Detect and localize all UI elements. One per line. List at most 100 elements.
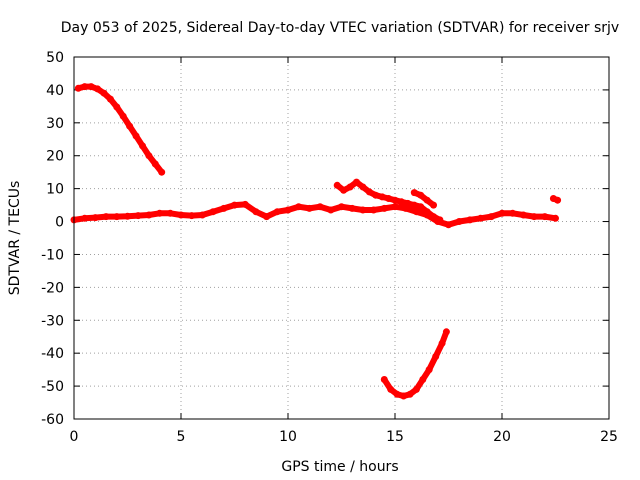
data-point (209, 208, 217, 216)
y-tick-label: 50 (46, 50, 64, 66)
data-point (102, 213, 110, 221)
data-point (380, 204, 388, 212)
data-point (487, 213, 495, 221)
y-tick-label: 20 (46, 149, 64, 165)
x-tick-label: 0 (70, 429, 79, 445)
data-point (333, 181, 341, 189)
data-point (455, 218, 463, 225)
data-point (145, 152, 153, 160)
data-point (404, 199, 412, 207)
series-arc-decreasing-early (75, 83, 165, 176)
x-tick-label: 10 (279, 429, 297, 445)
data-point (554, 196, 562, 204)
data-point (387, 385, 395, 393)
y-tick-label: -20 (41, 280, 64, 296)
y-tick-label: -10 (41, 247, 64, 263)
data-point (126, 122, 134, 130)
data-point (393, 390, 401, 398)
plot-frame (73, 56, 610, 420)
data-point (436, 216, 444, 224)
data-point (519, 211, 527, 219)
y-tick-label: -30 (41, 313, 64, 329)
data-point (477, 214, 485, 222)
data-point (400, 392, 408, 400)
data-point (158, 168, 166, 176)
data-point (530, 213, 538, 221)
data-point (370, 206, 378, 214)
data-point (365, 188, 373, 196)
data-point (305, 204, 313, 212)
data-point (151, 160, 159, 168)
data-point (412, 208, 420, 216)
data-point (220, 204, 228, 212)
data-point (263, 213, 271, 221)
data-point (406, 390, 414, 398)
data-point (430, 213, 437, 221)
y-tick-label: -50 (41, 379, 64, 395)
data-point (425, 366, 433, 374)
data-point (113, 103, 121, 111)
y-axis-label: SDTVAR / TECUs (7, 181, 23, 296)
data-point (177, 211, 185, 219)
data-point (119, 112, 127, 120)
y-tick-label: 10 (46, 182, 64, 198)
data-point (340, 186, 348, 194)
data-point (419, 376, 427, 383)
x-axis-label: GPS time / hours (281, 459, 398, 475)
data-point (327, 206, 335, 214)
data-point (252, 208, 260, 216)
axis-ticks: 0 5 10 15 20 25 -60 -50 -40 -30 -20 -10 0 10 20 30 40 50 (41, 50, 618, 445)
data-point (417, 203, 425, 211)
data-point (316, 203, 324, 211)
data-point (94, 85, 101, 93)
data-point (134, 212, 142, 220)
data-point (391, 203, 399, 211)
data-point (412, 385, 420, 393)
data-point (106, 95, 114, 103)
chart-title: Day 053 of 2025, Sidereal Day-to-day VTE… (61, 20, 619, 36)
data-point (241, 200, 249, 208)
data-point (91, 214, 99, 222)
grid (74, 57, 609, 419)
data-point (397, 198, 405, 206)
data-point (509, 209, 517, 217)
data-point (284, 206, 292, 214)
data-point (359, 183, 367, 191)
series-baseline-main (71, 201, 559, 228)
data-point (353, 178, 360, 186)
data-point (338, 203, 345, 211)
data-point (391, 196, 399, 204)
data-point (87, 83, 95, 91)
series-layer (70, 83, 562, 400)
data-point (438, 339, 446, 347)
data-point (423, 208, 431, 216)
x-tick-label: 25 (600, 429, 618, 445)
data-point (378, 193, 386, 201)
data-point (359, 206, 367, 214)
y-tick-label: -60 (41, 412, 64, 428)
data-point (432, 353, 440, 360)
data-point (417, 191, 425, 199)
y-tick-label: -40 (41, 346, 64, 362)
data-point (81, 214, 89, 222)
data-point (81, 83, 89, 91)
data-point (145, 211, 153, 219)
data-point (156, 209, 164, 217)
y-tick-label: 30 (46, 116, 64, 132)
data-point (430, 201, 437, 209)
data-point (410, 189, 418, 197)
data-point (380, 376, 388, 383)
x-tick-label: 15 (386, 429, 404, 445)
data-point (348, 204, 356, 212)
data-point (346, 183, 354, 191)
data-point (372, 191, 380, 199)
data-point (442, 328, 450, 336)
y-tick-label: 0 (55, 215, 64, 231)
data-point (466, 216, 474, 224)
data-point (410, 201, 418, 209)
data-point (188, 212, 196, 220)
data-point (445, 221, 452, 229)
data-point (541, 213, 549, 221)
data-point (166, 209, 174, 217)
